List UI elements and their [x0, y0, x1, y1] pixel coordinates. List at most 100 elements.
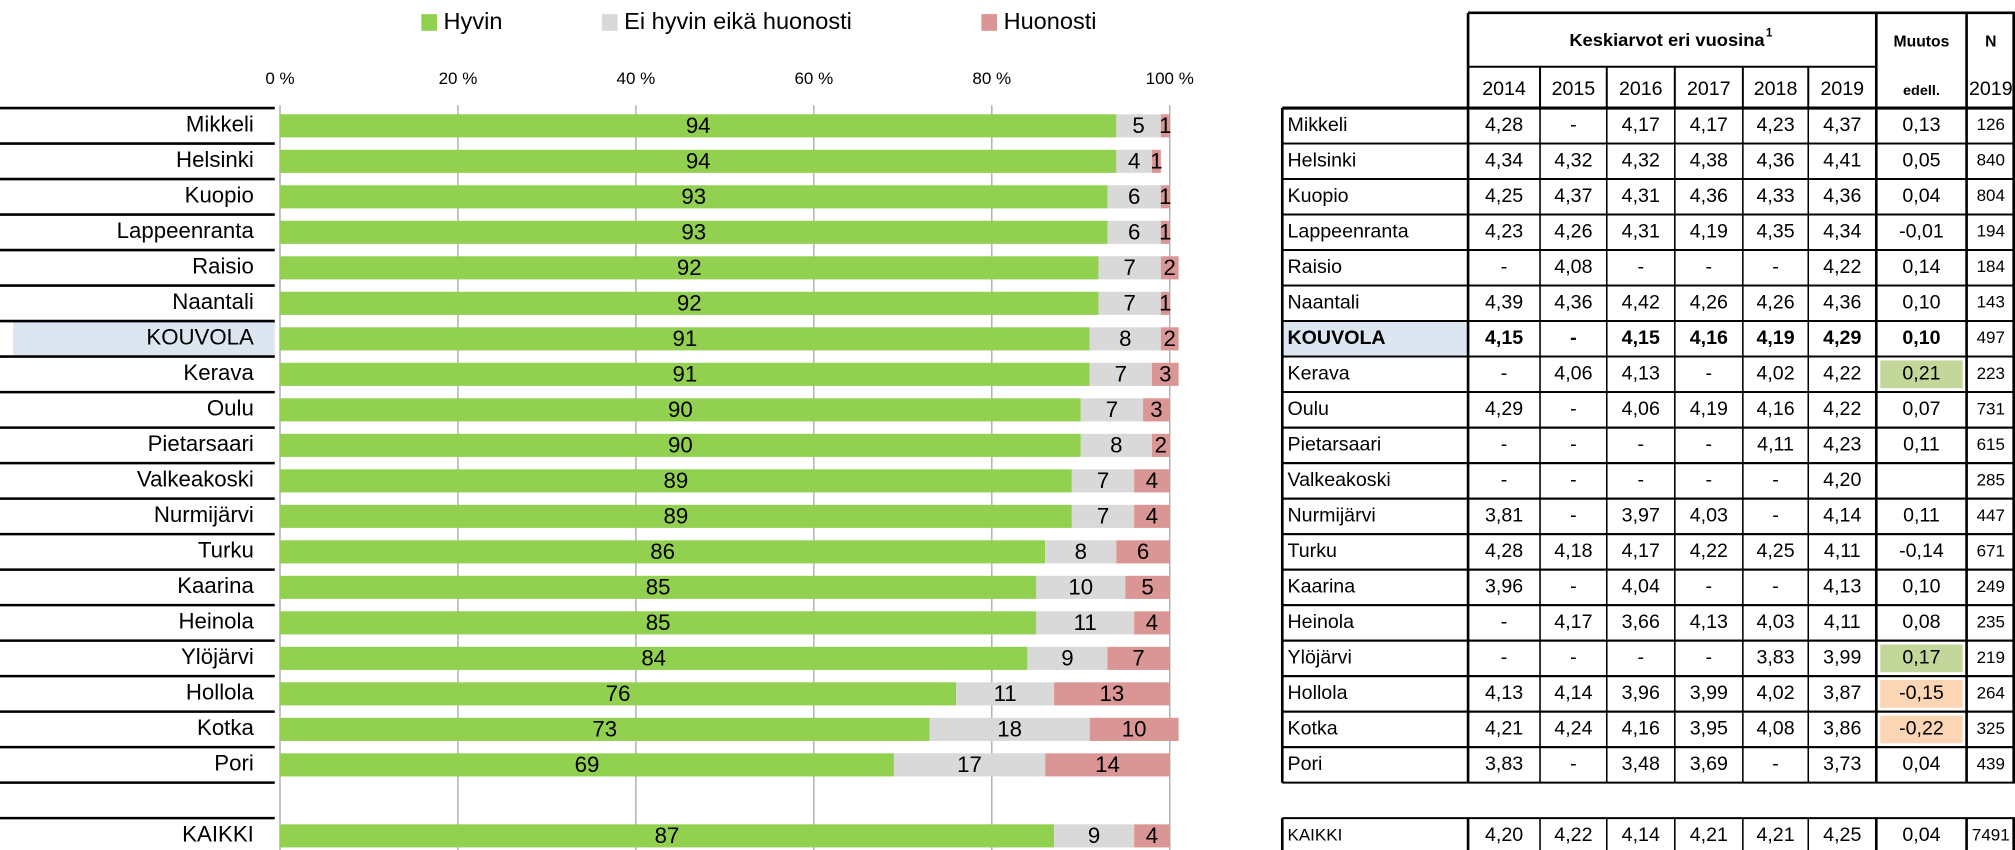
data-label: 85 — [646, 610, 671, 635]
change-cell-bg — [1880, 679, 1963, 708]
data-label: 8 — [1075, 539, 1087, 564]
year-value: 4,17 — [1622, 114, 1660, 136]
data-label: 76 — [606, 681, 631, 706]
category-label: Kerava — [183, 360, 254, 385]
bar-segment — [280, 717, 930, 741]
year-header: 2018 — [1754, 78, 1798, 100]
change-value: 0,11 — [1903, 434, 1940, 456]
year-value: 4,34 — [1823, 221, 1861, 243]
year-value: - — [1706, 256, 1713, 278]
year-value: - — [1570, 576, 1577, 598]
data-label: 5 — [1141, 575, 1153, 600]
data-label: 4 — [1146, 610, 1158, 635]
year-value: 4,35 — [1756, 221, 1794, 243]
year-value: 4,32 — [1554, 150, 1592, 172]
row-name: Kotka — [1288, 718, 1338, 740]
data-label: 7 — [1124, 291, 1136, 316]
data-label: 14 — [1095, 752, 1120, 777]
year-value: 4,13 — [1690, 611, 1728, 633]
n-value: 731 — [1977, 399, 2005, 418]
bar-segment — [280, 753, 894, 777]
bar-segment — [1160, 185, 1170, 209]
n-value: 249 — [1977, 577, 2005, 596]
data-label: 6 — [1128, 184, 1140, 209]
year-value: 4,37 — [1823, 114, 1861, 136]
year-value: 4,03 — [1690, 505, 1728, 527]
bar-segment — [929, 717, 1090, 741]
bar-segment — [280, 433, 1081, 457]
year-value: - — [1570, 398, 1577, 420]
year-value: 4,16 — [1622, 718, 1660, 740]
year-value: 4,17 — [1690, 114, 1728, 136]
bar-segment — [1107, 646, 1170, 670]
change-value: 0,21 — [1902, 363, 1940, 385]
data-label: 4 — [1146, 504, 1158, 529]
change-value: 0,10 — [1902, 292, 1940, 314]
change-value: 0,04 — [1902, 824, 1940, 846]
year-value: 3,86 — [1823, 718, 1861, 740]
year-value: 4,15 — [1485, 327, 1523, 349]
year-value: 4,22 — [1823, 398, 1861, 420]
year-value: 4,29 — [1823, 327, 1861, 349]
year-value: - — [1570, 114, 1577, 136]
year-value: 4,26 — [1554, 221, 1592, 243]
year-value: - — [1638, 647, 1645, 669]
data-label: 89 — [664, 468, 689, 493]
year-value: 4,15 — [1622, 327, 1660, 349]
year-value: 4,16 — [1756, 398, 1794, 420]
data-label: 13 — [1100, 681, 1125, 706]
bar-segment — [280, 114, 1117, 138]
category-label: Oulu — [207, 396, 254, 421]
year-value: - — [1706, 434, 1713, 456]
year-value: 4,03 — [1756, 611, 1794, 633]
bar-segment — [280, 824, 1055, 848]
change-value: 0,08 — [1902, 611, 1940, 633]
n-value: 447 — [1977, 506, 2005, 525]
bar-segment — [1116, 540, 1170, 564]
row-name: Pietarsaari — [1288, 434, 1382, 456]
year-value: - — [1570, 469, 1577, 491]
year-value: - — [1501, 647, 1508, 669]
year-value: 3,99 — [1823, 647, 1861, 669]
data-label: 85 — [646, 575, 671, 600]
year-value: 4,36 — [1690, 185, 1728, 207]
n-value: 615 — [1977, 435, 2005, 454]
year-value: 4,04 — [1622, 576, 1660, 598]
year-value: 4,19 — [1690, 221, 1728, 243]
data-label: 93 — [681, 184, 706, 209]
year-value: 4,36 — [1554, 292, 1592, 314]
bar-segment — [1089, 717, 1179, 741]
change-value: 0,07 — [1902, 398, 1940, 420]
year-value: 4,26 — [1756, 292, 1794, 314]
change-value: 0,04 — [1902, 753, 1940, 775]
change-value: 0,10 — [1902, 576, 1940, 598]
data-label: 7 — [1115, 362, 1127, 387]
year-value: 4,31 — [1622, 185, 1660, 207]
data-label: 7 — [1132, 646, 1144, 671]
data-label: 4 — [1146, 823, 1158, 848]
bar-segment — [1116, 149, 1152, 173]
n-value: 143 — [1977, 293, 2005, 312]
bar-segment — [280, 646, 1028, 670]
year-value: 3,96 — [1622, 682, 1660, 704]
row-name: Raisio — [1288, 256, 1343, 278]
category-label: Nurmijärvi — [154, 502, 254, 527]
year-value: 3,66 — [1622, 611, 1660, 633]
n-value: 439 — [1977, 754, 2005, 773]
bar-segment — [1054, 682, 1170, 706]
change-value: 0,14 — [1902, 256, 1940, 278]
category-label: Pori — [214, 751, 254, 776]
year-value: 4,13 — [1622, 363, 1660, 385]
data-label: 5 — [1132, 113, 1144, 138]
n-header: N — [1985, 34, 1996, 51]
year-value: - — [1772, 576, 1779, 598]
bar-segment — [280, 611, 1037, 635]
year-value: 4,41 — [1823, 150, 1861, 172]
change-sub: edell. — [1903, 83, 1940, 99]
year-value: - — [1638, 256, 1645, 278]
year-header: 2019 — [1820, 78, 1864, 100]
data-label: 1 — [1150, 149, 1162, 174]
data-label: 18 — [997, 717, 1022, 742]
year-value: 4,22 — [1823, 256, 1861, 278]
data-label: 89 — [664, 504, 689, 529]
